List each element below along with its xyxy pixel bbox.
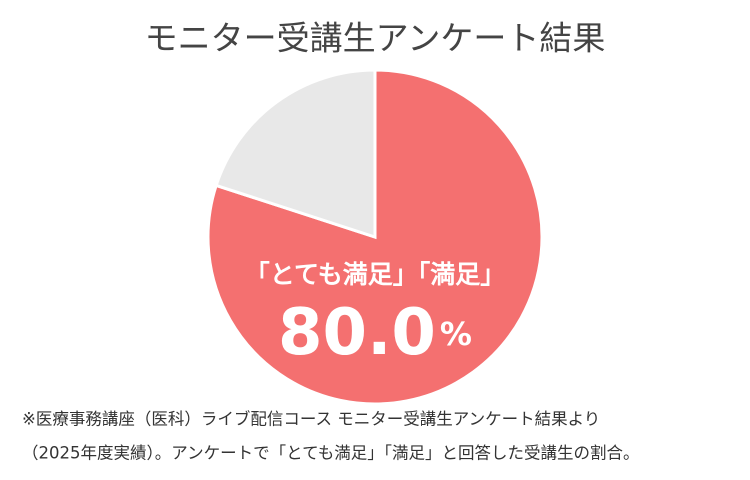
slice-label: 「とても満足」「満足」 [245,260,506,289]
pie-slice [214,68,377,240]
footnote: ※医療事務講座（医科）ライブ配信コース モニター受講生アンケート結果より [22,409,600,429]
pie-slice [206,68,544,406]
footnote: （2025年度実績）。アンケートで「とても満足」「満足」と回答した受講生の割合。 [22,444,640,463]
chart-title: モニター受講生アンケート結果 [145,19,606,58]
value-label: 80.0% [278,296,472,370]
pie [206,68,544,406]
